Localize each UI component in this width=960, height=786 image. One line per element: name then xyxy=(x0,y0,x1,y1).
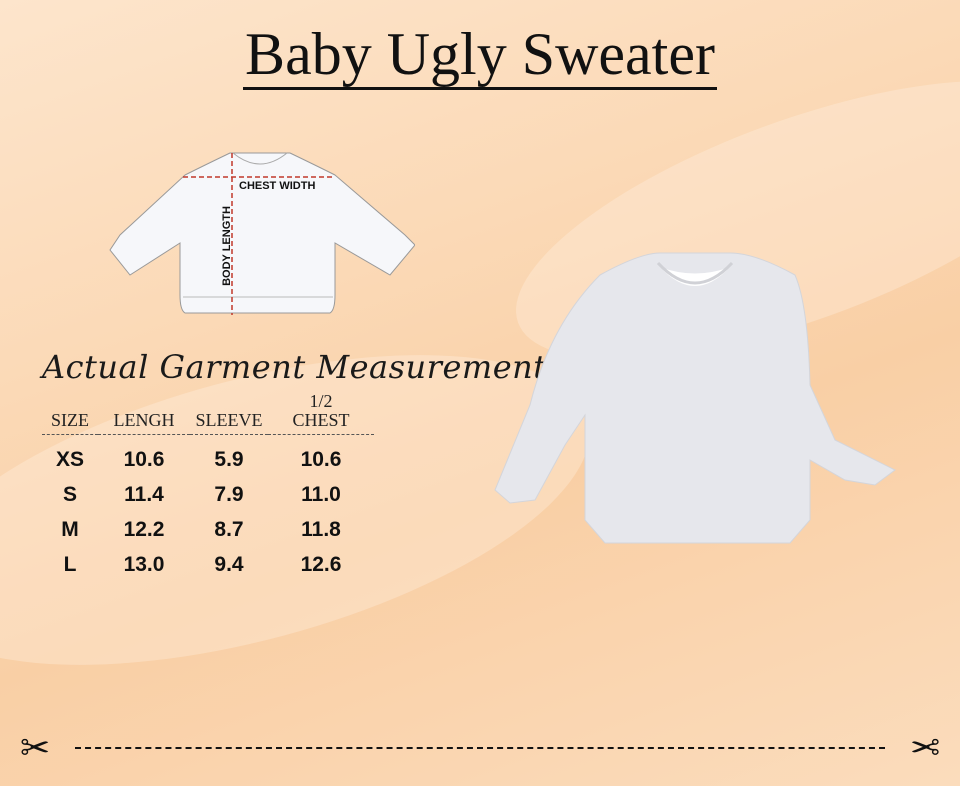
cell: 11.8 xyxy=(301,518,341,541)
title-text: Baby Ugly Sweater xyxy=(243,21,717,90)
cell: 10.6 xyxy=(123,448,165,471)
table-heading: Actual Garment Measurements xyxy=(42,348,564,386)
sweater-diagram-icon xyxy=(109,152,416,315)
cell: 5.9 xyxy=(214,448,244,471)
cell: L xyxy=(63,553,77,576)
col-length: LENGH xyxy=(98,392,190,435)
table-row: M 12.2 8.7 11.8 xyxy=(42,513,374,548)
chest-header-text: 1/2 CHEST xyxy=(292,391,350,430)
page-title: Baby Ugly Sweater xyxy=(0,18,960,90)
cell: 12.2 xyxy=(123,518,165,541)
cell: M xyxy=(61,518,79,541)
cell: 9.4 xyxy=(214,553,244,576)
scissors-icon: ✂ xyxy=(909,727,940,768)
col-sleeve: SLEEVE xyxy=(190,392,268,435)
table-row: L 13.0 9.4 12.6 xyxy=(42,548,374,583)
table-row: S 11.4 7.9 11.0 xyxy=(42,478,374,513)
cell: S xyxy=(62,483,77,506)
body-length-label: BODY LENGTH xyxy=(220,206,233,286)
size-table: SIZE LENGH SLEEVE 1/2 CHEST XS 10.6 5.9 10.… xyxy=(42,392,374,583)
cell: 7.9 xyxy=(214,483,244,506)
cell: 11.0 xyxy=(301,483,341,506)
dashed-line xyxy=(75,747,885,749)
col-chest: 1/2 CHEST xyxy=(268,392,374,435)
cell: 11.4 xyxy=(124,483,164,506)
scissors-icon: ✂ xyxy=(20,727,51,768)
cell: 13.0 xyxy=(123,553,165,576)
measurement-diagram: CHEST WIDTH BODY LENGTH xyxy=(105,145,416,320)
chest-width-label: CHEST WIDTH xyxy=(239,180,316,192)
cell: XS xyxy=(55,448,84,471)
table-row: XS 10.6 5.9 10.6 xyxy=(42,443,374,478)
cell: 8.7 xyxy=(214,518,244,541)
col-size: SIZE xyxy=(42,392,98,435)
cell: 10.6 xyxy=(300,448,342,471)
sweater-image xyxy=(490,245,900,555)
cell: 12.6 xyxy=(300,553,342,576)
sweater-icon xyxy=(494,252,896,544)
cut-line: ✂ ✂ xyxy=(20,727,940,768)
header-row: SIZE LENGH SLEEVE 1/2 CHEST xyxy=(42,392,374,435)
